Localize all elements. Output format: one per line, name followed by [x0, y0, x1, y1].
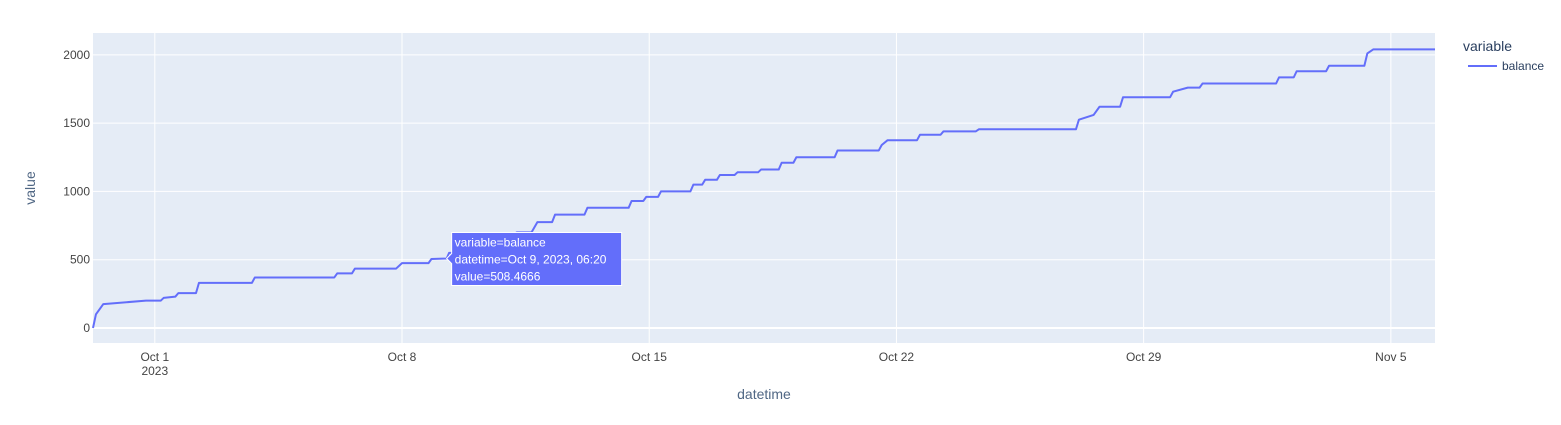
- x-tick-label: Oct 29: [1126, 350, 1162, 364]
- tooltip-box: [445, 232, 623, 287]
- legend: variable balance: [1463, 38, 1544, 73]
- x-axis-title: datetime: [737, 386, 791, 402]
- x-tick-label: Oct 8: [388, 350, 417, 364]
- y-tick-label: 2000: [63, 48, 90, 62]
- x-tick-label: Oct 15: [632, 350, 668, 364]
- x-gridlines: [154, 33, 1392, 343]
- legend-title: variable: [1463, 38, 1512, 54]
- tooltip-line-value: value=508.4666: [455, 270, 541, 284]
- y-tick-labels: 0 500 1000 1500 2000: [63, 48, 90, 335]
- hover-tooltip: variable=balance datetime=Oct 9, 2023, 0…: [445, 232, 623, 287]
- series-line-balance[interactable]: [92, 48, 1435, 329]
- series-layer: [92, 48, 1435, 329]
- y-tick-label: 500: [70, 253, 90, 267]
- tooltip-line-variable: variable=balance: [455, 236, 546, 250]
- legend-label: balance: [1502, 59, 1544, 73]
- x-tick-label: Oct 1: [140, 350, 169, 364]
- plot-area[interactable]: [93, 33, 1435, 343]
- x-tick-label: Oct 22: [879, 350, 915, 364]
- y-tick-label: 0: [83, 321, 90, 335]
- x-tick-sublabel: 2023: [141, 364, 168, 378]
- y-gridlines: [93, 54, 1435, 329]
- y-tick-label: 1000: [63, 184, 90, 198]
- y-axis-title: value: [22, 171, 38, 205]
- tooltip-line-datetime: datetime=Oct 9, 2023, 06:20: [455, 253, 607, 267]
- legend-item-balance[interactable]: balance: [1468, 59, 1544, 73]
- y-tick-label: 1500: [63, 116, 90, 130]
- x-tick-label: Nov 5: [1375, 350, 1407, 364]
